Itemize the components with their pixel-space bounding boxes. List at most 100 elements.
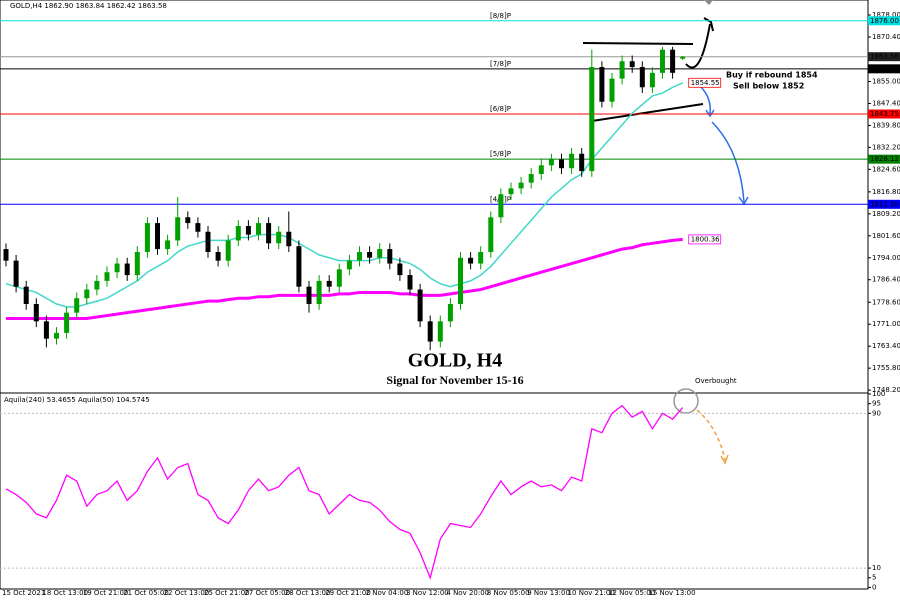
moving-average — [5, 82, 684, 308]
ma-tag-label: 1854.55 — [691, 79, 720, 87]
candle-body — [124, 263, 130, 276]
candle-body — [458, 257, 463, 304]
candle-body — [670, 49, 676, 73]
candle-body — [23, 286, 29, 304]
candle-body — [488, 217, 494, 252]
triangle-top — [582, 42, 694, 45]
candle-body — [43, 321, 49, 339]
y-tick-label: 1816.80 — [872, 188, 900, 196]
level-tag-label: 1812.50 — [870, 200, 899, 208]
candle-body — [195, 223, 201, 232]
last-price-label: 1863.58 — [870, 53, 899, 61]
candle-body — [94, 280, 100, 290]
candle-body — [84, 289, 90, 299]
candle-body — [407, 275, 413, 290]
y-tick-label: 1809.20 — [872, 210, 900, 218]
x-tick-label: 10 Nov 21:00 — [568, 589, 615, 597]
chart-subtitle: Signal for November 15-16 — [386, 373, 523, 387]
level-label: [5/8]P — [490, 150, 511, 158]
x-tick-label: 22 Oct 13:00 — [164, 589, 210, 597]
indicator-line — [5, 404, 684, 580]
candle-body — [579, 153, 585, 172]
level-tag-label: 1843.75 — [870, 110, 899, 118]
y-tick-label: 100 — [872, 390, 885, 398]
candle-body — [649, 72, 655, 88]
candle-body — [286, 231, 292, 247]
candle-body — [680, 56, 686, 59]
y-tick-label: 1778.60 — [872, 298, 900, 306]
indicator-header: Aquila(240) 53.4655 Aquila(50) 104.5745 — [4, 396, 150, 404]
level-tag — [868, 199, 900, 209]
candle-body — [639, 67, 645, 88]
candle-body — [367, 251, 373, 258]
y-tick-label: 1839.80 — [872, 121, 900, 129]
candle-body — [478, 251, 484, 264]
candle-body — [13, 260, 19, 287]
candle-body — [498, 194, 504, 218]
down-arrow-head — [705, 109, 715, 118]
y-tick-label: 1847.40 — [872, 99, 900, 107]
candle-body — [205, 231, 211, 252]
candle-body — [599, 67, 605, 102]
y-tick-label: 1870.40 — [872, 33, 900, 41]
x-tick-label: 18 Oct 13:00 — [42, 589, 88, 597]
candle-body — [589, 67, 595, 172]
level-tag-label: 1876.00 — [870, 17, 899, 25]
y-tick-label: 10 — [872, 564, 881, 572]
candle-body — [144, 223, 150, 252]
x-tick-label: 28 Oct 13:00 — [285, 589, 331, 597]
last-price-tag — [868, 52, 900, 62]
candle-body — [518, 182, 524, 189]
candle-body — [245, 225, 251, 235]
level-label: [7/8]P — [490, 60, 511, 68]
x-tick-label: 9 Nov 13:00 — [527, 589, 570, 597]
x-tick-label: 25 Oct 21:00 — [204, 589, 250, 597]
y-tick-label: 1832.20 — [872, 143, 900, 151]
y-tick-label: 5 — [872, 574, 876, 582]
candle-body — [559, 159, 564, 169]
y-tick-label: 1763.40 — [872, 342, 900, 350]
y-tick-label: 1755.80 — [872, 364, 900, 372]
candle-body — [296, 246, 302, 287]
candle-body — [538, 165, 544, 174]
candle-body — [54, 332, 59, 339]
candle-body — [3, 249, 9, 261]
y-tick-label: 90 — [872, 409, 881, 417]
candle-body — [134, 251, 140, 276]
candle-body — [74, 298, 80, 313]
candle-body — [548, 159, 554, 166]
ma-tag — [688, 234, 722, 245]
y-tick-label: 1794.00 — [872, 254, 900, 262]
price-header: GOLD,H4 1862.90 1863.84 1862.42 1863.58 — [10, 2, 167, 10]
candle-body — [185, 217, 191, 224]
down-arrow-2 — [711, 121, 745, 203]
x-tick-label: 15 Oct 2021 — [2, 589, 45, 597]
annotation: Buy if rebound 1854 — [726, 71, 818, 80]
x-tick-label: 19 Oct 21:00 — [83, 589, 129, 597]
candle-body — [64, 312, 70, 333]
shift-marker — [704, 0, 713, 5]
y-tick-label: 1855.00 — [872, 77, 900, 85]
candle-body — [417, 289, 423, 322]
candle-body — [437, 321, 443, 342]
candle-body — [377, 249, 383, 258]
candle-body — [104, 272, 110, 281]
level-tag — [868, 64, 900, 74]
candle-body — [306, 286, 312, 304]
x-tick-label: 29 Oct 21:00 — [325, 589, 371, 597]
ma-tag — [688, 77, 722, 88]
candle-body — [276, 231, 282, 244]
candle-body — [215, 251, 221, 261]
x-tick-label: 21 Oct 05:00 — [123, 589, 169, 597]
moving-average — [6, 237, 683, 320]
triangle-bottom — [591, 103, 704, 122]
level-tag — [868, 154, 900, 164]
level-tag — [868, 16, 900, 26]
level-label: [6/8]P — [490, 105, 511, 113]
candle-body — [155, 223, 160, 250]
y-tick-label: 1748.20 — [872, 386, 900, 394]
y-tick-label: 1824.60 — [872, 165, 900, 173]
candle-body — [316, 280, 322, 304]
candle-body — [629, 61, 635, 68]
